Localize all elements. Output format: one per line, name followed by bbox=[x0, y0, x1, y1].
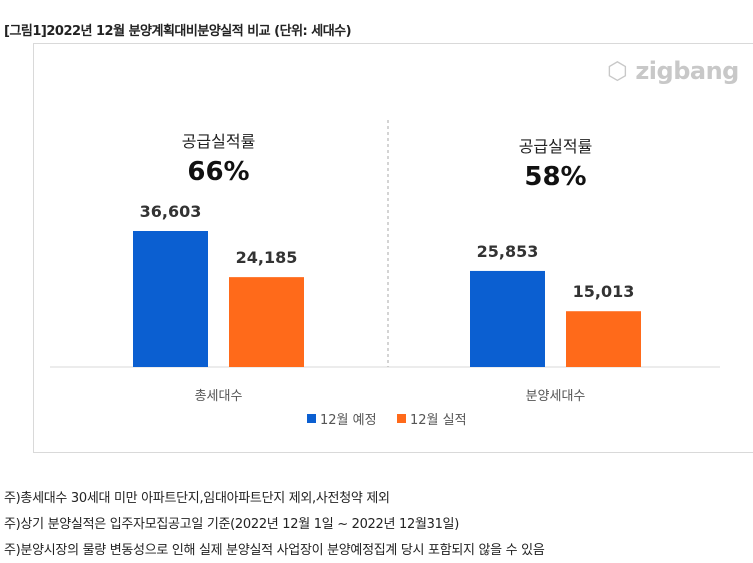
category-label: 분양세대수 bbox=[526, 389, 586, 404]
logo-text: zigbang bbox=[635, 57, 739, 85]
logo-icon: ⬡ bbox=[607, 57, 628, 85]
rate-value: 66% bbox=[187, 157, 249, 187]
footnote-2: 주)상기 분양실적은 입주자모집공고일 기준(2022년 12월 1일 ~ 20… bbox=[4, 517, 459, 532]
bar bbox=[229, 277, 304, 367]
figure-title: [그림1]2022년 12월 분양계획대비분양실적 비교 (단위: 세대수) bbox=[4, 24, 352, 39]
rate-label: 공급실적률 bbox=[182, 132, 256, 151]
data-label: 15,013 bbox=[573, 282, 635, 301]
legend-label: 12월 예정 bbox=[320, 413, 377, 428]
bar bbox=[470, 270, 545, 367]
rate-label: 공급실적률 bbox=[519, 137, 593, 156]
bar bbox=[566, 311, 641, 367]
data-label: 24,185 bbox=[236, 248, 298, 267]
data-label: 25,853 bbox=[477, 242, 539, 261]
legend-swatch bbox=[307, 414, 316, 423]
bar bbox=[133, 231, 208, 367]
footnote-1: 주)총세대수 30세대 미만 아파트단지,임대아파트단지 제외,사전청약 제외 bbox=[4, 491, 390, 506]
rate-value: 58% bbox=[524, 162, 586, 192]
legend-swatch bbox=[397, 414, 406, 423]
data-label: 36,603 bbox=[140, 202, 202, 221]
category-label: 총세대수 bbox=[195, 389, 243, 404]
legend-label: 12월 실적 bbox=[410, 413, 467, 428]
zigbang-logo: ⬡ zigbang bbox=[607, 57, 739, 85]
footnote-3: 주)분양시장의 물량 변동성으로 인해 실제 분양실적 사업장이 분양예정집계 … bbox=[4, 543, 545, 558]
chart-frame bbox=[33, 43, 753, 453]
bar-chart: 36,603 24,185 총세대수 공급실적률 66% 25,853 15,013 분양세대… bbox=[50, 120, 720, 428]
